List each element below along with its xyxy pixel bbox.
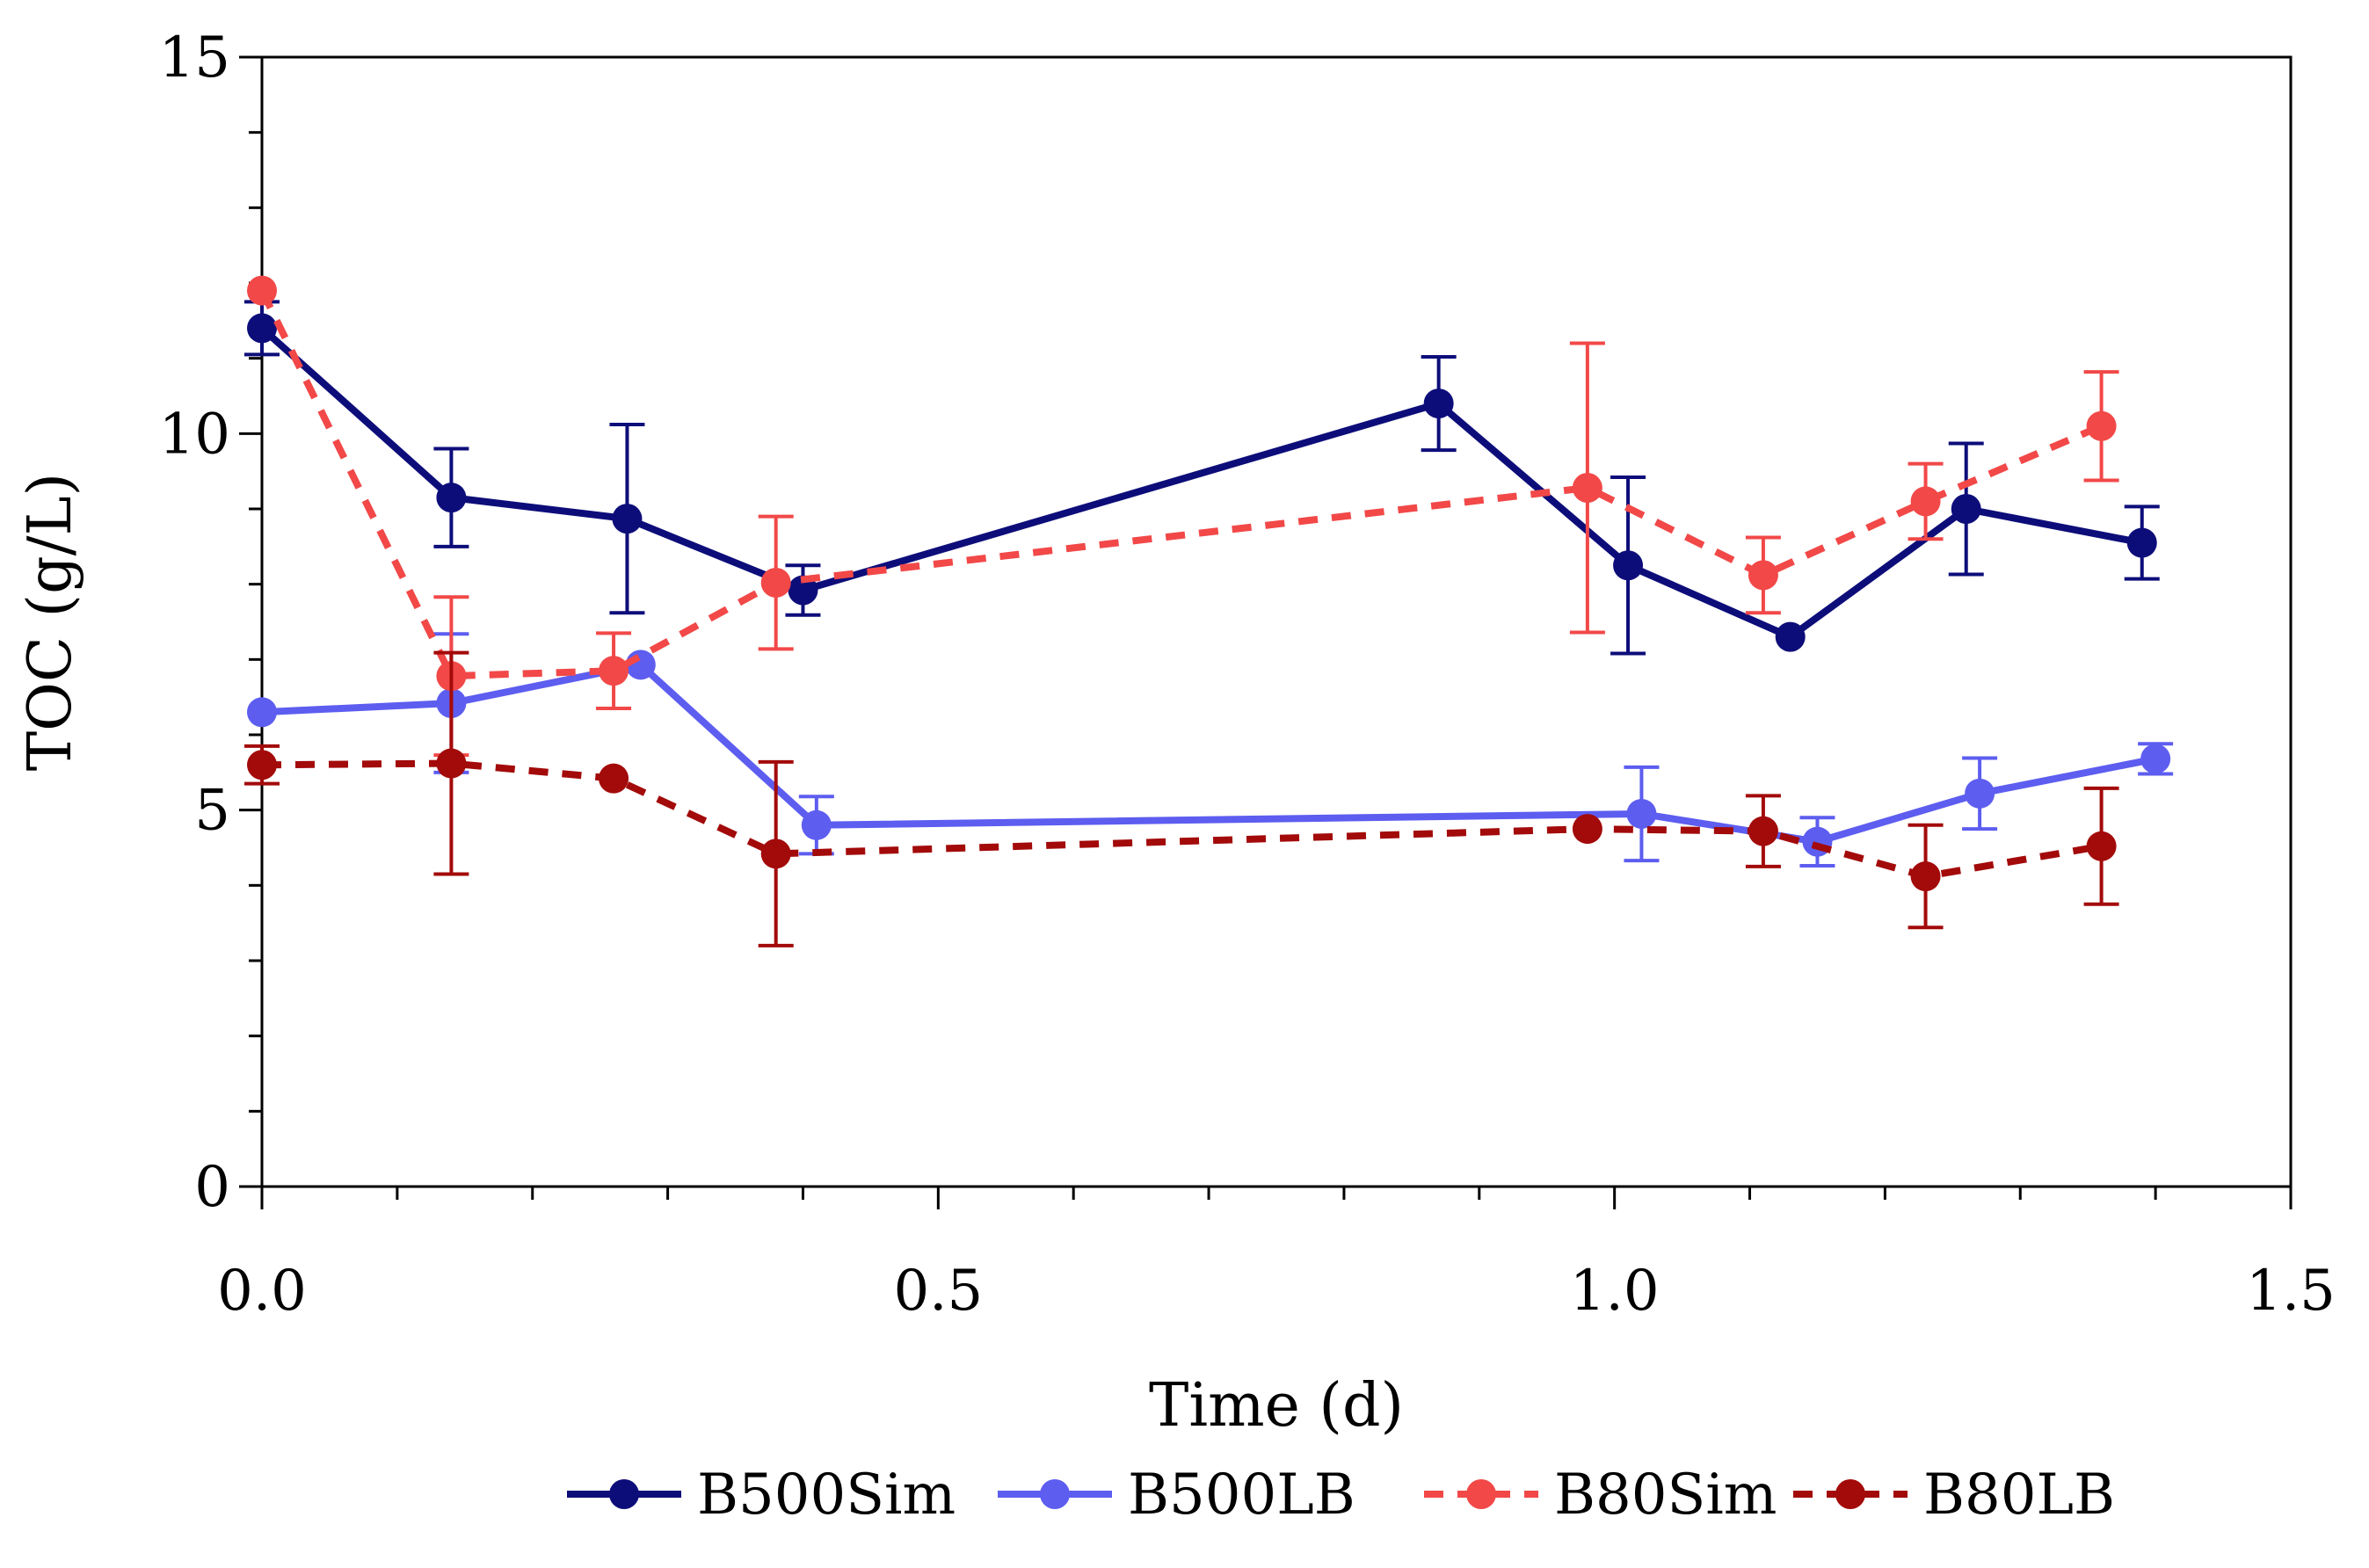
legend-swatch-marker <box>1040 1479 1070 1509</box>
data-point <box>1775 621 1806 652</box>
data-point <box>1951 494 1981 524</box>
data-point <box>788 575 818 606</box>
y-tick-label: 0 <box>194 1155 230 1220</box>
x-tick-label: 0.0 <box>217 1259 307 1324</box>
series-line-B500LB <box>261 661 2156 846</box>
data-point <box>436 748 467 779</box>
x-tick-label: 0.5 <box>893 1259 983 1324</box>
legend: B500Sim B500LB B80Sim B80LB <box>567 1463 2115 1528</box>
data-point <box>2086 831 2117 861</box>
series-line-B80LB <box>261 759 2103 881</box>
data-point <box>2126 527 2157 558</box>
legend-swatch-marker <box>609 1479 639 1509</box>
y-axis-title: TOC (g/L) <box>16 473 85 771</box>
legend-label: B80Sim <box>1554 1463 1777 1528</box>
data-point <box>599 763 629 794</box>
data-point <box>1572 473 1602 504</box>
x-tick-label: 1.0 <box>1570 1259 1660 1324</box>
legend-label: B500LB <box>1128 1463 1355 1528</box>
legend-label: B80LB <box>1923 1463 2115 1528</box>
data-point <box>1965 778 1995 809</box>
series-B80LB <box>244 650 2119 947</box>
data-point <box>599 656 629 686</box>
data-point <box>247 750 277 780</box>
legend-item-B500LB: B500LB <box>998 1463 1355 1528</box>
legend-item-B80Sim: B80Sim <box>1424 1463 1777 1528</box>
axes: 0.0 0.5 1.0 1.5 0 5 10 15 <box>159 25 2336 1324</box>
y-tick-label: 10 <box>159 402 230 467</box>
data-point <box>1748 816 1778 846</box>
series-line-B80Sim <box>258 288 2104 680</box>
data-point <box>1572 814 1602 845</box>
data-point <box>2086 410 2117 441</box>
y-tick-label: 15 <box>159 25 230 91</box>
y-tick-label: 5 <box>194 779 230 844</box>
data-point <box>2140 744 2171 774</box>
x-tick-label: 1.5 <box>2246 1259 2336 1324</box>
data-point <box>1423 388 1454 419</box>
legend-item-B500Sim: B500Sim <box>567 1463 956 1528</box>
legend-swatch-marker <box>1466 1479 1496 1509</box>
data-point <box>1910 861 1941 892</box>
data-point <box>247 275 277 306</box>
x-axis-title: Time (d) <box>1149 1371 1404 1441</box>
data-point <box>612 504 643 534</box>
data-point <box>247 313 277 344</box>
plot-frame <box>260 55 2293 1188</box>
data-point <box>760 838 791 869</box>
data-point <box>1613 550 1644 581</box>
legend-label: B500Sim <box>697 1463 956 1528</box>
data-point <box>801 809 832 840</box>
data-point <box>436 483 467 513</box>
series-layer <box>244 275 2174 947</box>
data-point <box>1626 798 1657 829</box>
legend-item-B80LB: B80LB <box>1793 1463 2115 1528</box>
data-point <box>1910 486 1941 517</box>
data-point <box>247 697 277 728</box>
series-B500Sim <box>244 300 2160 656</box>
data-point <box>1748 560 1778 591</box>
legend-swatch-marker <box>1835 1479 1865 1509</box>
data-point <box>760 567 791 598</box>
